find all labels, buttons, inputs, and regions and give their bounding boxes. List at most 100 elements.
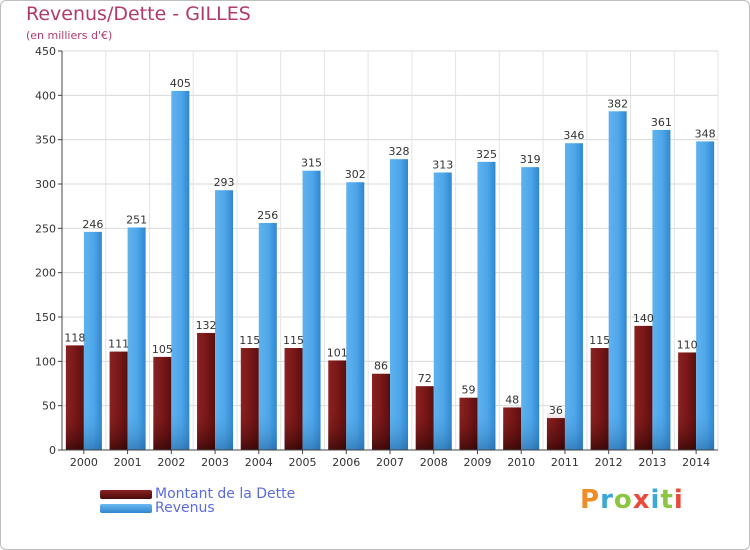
x-tick-label-2012: 2012 [595,456,623,469]
data-label-revenus-2011: 346 [563,129,584,142]
bar-revenus-2003 [215,190,234,450]
data-label-dette-2004: 115 [239,334,260,347]
data-label-dette-2007: 86 [374,360,388,373]
bar-dette-shade-2008 [415,410,434,450]
bar-revenus-2012 [608,111,627,450]
bar-revenus-shade-2009 [477,410,496,450]
x-tick-label-2010: 2010 [507,456,535,469]
data-label-revenus-2005: 315 [301,157,322,170]
data-label-dette-2009: 59 [461,384,475,397]
bar-revenus-shade-2014 [696,410,715,450]
x-tick-label-2011: 2011 [551,456,579,469]
x-tick-label-2014: 2014 [682,456,710,469]
legend-item-revenus: Revenus [100,500,215,516]
bar-revenus-shade-2006 [346,410,365,450]
bar-revenus-shade-2003 [215,410,234,450]
y-tick-label: 150 [35,311,56,324]
bar-dette-shade-2010 [503,410,522,450]
bar-revenus-2001 [127,227,146,450]
data-label-dette-2002: 105 [152,343,173,356]
bar-revenus-shade-2007 [390,410,408,450]
bar-revenus-2007 [390,159,408,450]
x-tick-label-2007: 2007 [376,456,404,469]
y-tick-label: 350 [35,134,56,147]
legend-item-dette: Montant de la Dette [100,486,295,502]
y-tick-label: 200 [35,267,56,280]
y-tick-label: 100 [35,355,56,368]
data-label-dette-2011: 36 [549,404,563,417]
bar-dette-shade-2014 [678,410,697,450]
bar-revenus-2005 [302,170,321,450]
legend-label-dette: Montant de la Dette [155,486,296,502]
data-label-revenus-2000: 246 [82,218,103,231]
x-tick-label-2001: 2001 [114,456,142,469]
bar-dette-shade-2013 [634,410,653,450]
y-tick-label: 450 [35,45,56,58]
data-label-revenus-2012: 382 [607,97,628,110]
bar-revenus-2008 [433,172,452,450]
bar-revenus-2013 [652,129,671,450]
bar-revenus-2014 [696,141,715,450]
bar-dette-shade-2000 [65,410,84,450]
data-label-dette-2013: 140 [633,312,654,325]
data-label-revenus-2006: 302 [345,168,366,181]
bar-revenus-2011 [564,143,583,451]
data-label-dette-2008: 72 [418,372,432,385]
legend-swatch-dette [100,489,152,499]
bar-dette-shade-2007 [372,410,390,450]
x-tick-label-2004: 2004 [245,456,273,469]
bar-revenus-2009 [477,161,496,451]
data-label-dette-2006: 101 [327,346,348,359]
data-label-revenus-2013: 361 [651,116,672,129]
bar-revenus-shade-2005 [302,410,321,450]
data-label-dette-2012: 115 [589,334,610,347]
bar-revenus-2002 [171,90,190,451]
bar-dette-shade-2001 [109,410,128,450]
data-label-revenus-2004: 256 [257,209,278,222]
data-label-dette-2001: 111 [108,338,129,351]
chart-subtitle: (en milliers d'€) [26,29,113,42]
bar-revenus-shade-2001 [127,410,146,450]
bar-dette-shade-2004 [240,410,259,450]
bar-revenus-shade-2008 [433,410,452,450]
data-label-revenus-2001: 251 [126,213,147,226]
bar-dette-shade-2012 [590,410,609,450]
bar-revenus-shade-2011 [564,410,583,450]
bar-revenus-shade-2010 [521,410,540,450]
bar-revenus-shade-2000 [83,410,102,450]
bar-dette-shade-2009 [459,410,478,450]
legend-label-revenus: Revenus [155,500,215,516]
x-tick-label-2013: 2013 [638,456,666,469]
y-tick-label: 50 [42,400,56,413]
bar-revenus-shade-2012 [608,410,627,450]
bar-revenus-shade-2002 [171,410,190,450]
data-label-dette-2000: 118 [64,331,85,344]
x-tick-label-2006: 2006 [332,456,360,469]
bar-revenus-shade-2013 [652,410,671,450]
data-label-dette-2014: 110 [677,338,698,351]
data-label-dette-2010: 48 [505,393,519,406]
y-tick-label: 250 [35,222,56,235]
bar-revenus-2004 [258,223,277,450]
chart-title: Revenus/Dette - GILLES [26,3,251,25]
bar-dette-shade-2005 [284,410,303,450]
bar-revenus-2000 [83,231,102,450]
bar-dette-shade-2003 [197,410,216,450]
data-label-revenus-2010: 319 [520,153,541,166]
bar-dette-shade-2011 [546,410,565,450]
x-tick-label-2000: 2000 [70,456,98,469]
x-tick-label-2005: 2005 [289,456,317,469]
data-label-revenus-2008: 313 [432,158,453,171]
x-tick-label-2009: 2009 [463,456,491,469]
data-label-revenus-2003: 293 [214,176,235,189]
x-tick-label-2002: 2002 [157,456,185,469]
data-label-dette-2003: 132 [196,319,217,332]
bar-revenus-shade-2004 [258,410,277,450]
y-tick-label: 0 [49,444,56,457]
data-label-revenus-2007: 328 [389,145,410,158]
x-tick-label-2008: 2008 [420,456,448,469]
bar-dette-shade-2006 [328,410,347,450]
x-tick-label-2003: 2003 [201,456,229,469]
data-label-revenus-2014: 348 [695,127,716,140]
